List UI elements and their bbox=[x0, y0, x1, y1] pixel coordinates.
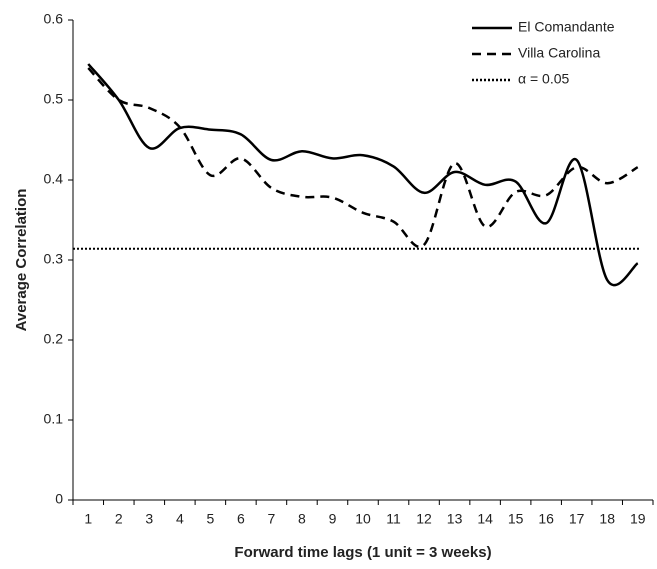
x-tick-label: 5 bbox=[206, 511, 214, 527]
x-tick-label: 10 bbox=[355, 511, 371, 527]
x-axis-title: Forward time lags (1 unit = 3 weeks) bbox=[234, 544, 491, 561]
y-tick-label: 0.5 bbox=[44, 91, 64, 107]
x-tick-label: 3 bbox=[145, 511, 153, 527]
x-tick-label: 8 bbox=[298, 511, 306, 527]
x-tick-label: 4 bbox=[176, 511, 184, 527]
x-tick-label: 12 bbox=[416, 511, 432, 527]
series-line bbox=[87, 67, 639, 249]
y-tick-label: 0.6 bbox=[44, 11, 64, 27]
legend-label: α = 0.05 bbox=[518, 71, 570, 87]
x-tick-label: 17 bbox=[569, 511, 585, 527]
x-tick-label: 13 bbox=[447, 511, 463, 527]
series-line bbox=[87, 63, 639, 287]
y-tick-label: 0.2 bbox=[44, 331, 64, 347]
legend-label: Villa Carolina bbox=[518, 45, 600, 61]
y-axis-title: Average Correlation bbox=[13, 189, 30, 332]
y-tick-label: 0.4 bbox=[44, 171, 64, 187]
y-tick-label: 0.1 bbox=[44, 411, 64, 427]
x-tick-label: 9 bbox=[329, 511, 337, 527]
x-tick-label: 6 bbox=[237, 511, 245, 527]
legend-label: El Comandante bbox=[518, 19, 615, 35]
x-tick-label: 19 bbox=[630, 511, 646, 527]
x-tick-label: 1 bbox=[84, 511, 92, 527]
x-tick-label: 11 bbox=[386, 511, 401, 527]
x-tick-label: 14 bbox=[477, 511, 493, 527]
x-tick-label: 2 bbox=[115, 511, 123, 527]
y-tick-label: 0.3 bbox=[44, 251, 64, 267]
y-tick-label: 0 bbox=[55, 491, 63, 507]
x-tick-label: 7 bbox=[268, 511, 276, 527]
x-tick-label: 15 bbox=[508, 511, 524, 527]
x-tick-label: 18 bbox=[599, 511, 615, 527]
x-tick-label: 16 bbox=[538, 511, 554, 527]
